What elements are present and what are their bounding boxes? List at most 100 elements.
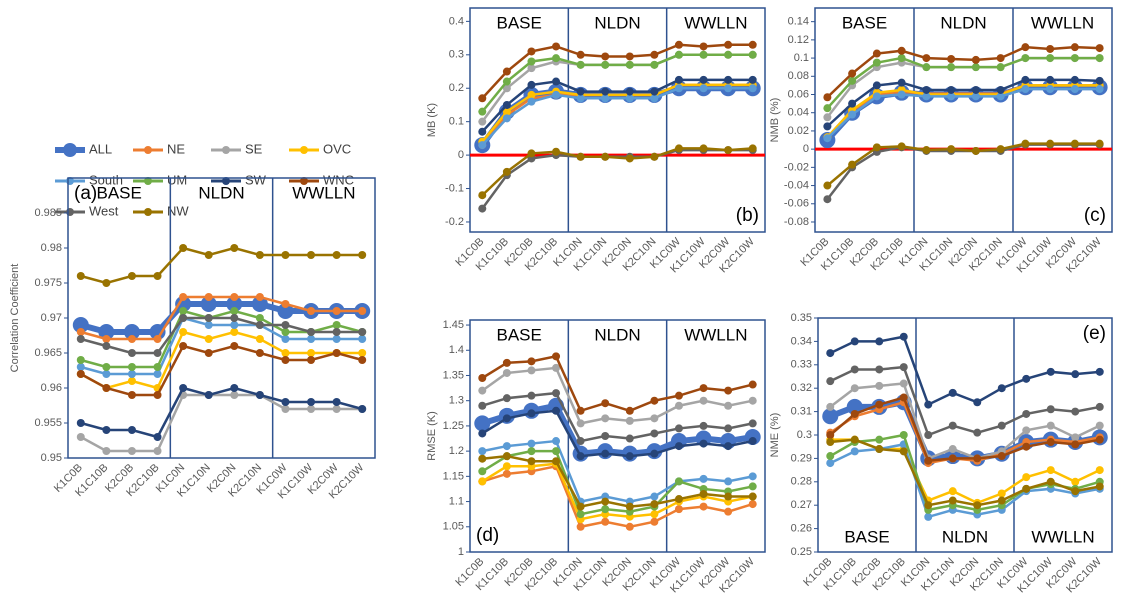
data-point (748, 482, 757, 491)
data-point (1022, 442, 1031, 451)
data-point (601, 52, 610, 61)
data-point (650, 87, 659, 96)
data-point (127, 447, 136, 455)
data-point (102, 342, 111, 350)
data-point (822, 408, 839, 425)
y-tick-label: 0.27 (791, 499, 812, 511)
data-point (76, 335, 85, 343)
data-point (478, 454, 487, 463)
data-point (625, 94, 634, 103)
data-point (127, 349, 136, 357)
data-point (601, 87, 610, 96)
data-point (748, 472, 757, 481)
data-point (748, 40, 757, 49)
data-point (1095, 139, 1104, 148)
data-point (1046, 466, 1055, 475)
data-point (527, 447, 536, 456)
data-point (502, 452, 511, 461)
data-point (527, 391, 536, 400)
y-tick-label: 1.1 (449, 495, 464, 507)
data-point (76, 419, 85, 427)
data-point (552, 147, 561, 156)
y-tick-label: 0.32 (791, 382, 812, 394)
data-point (625, 434, 634, 443)
y-tick-label: 0.25 (791, 546, 812, 558)
y-tick-label: 0.96 (41, 382, 62, 394)
data-point (948, 487, 957, 496)
data-point (997, 452, 1006, 461)
data-point (1095, 76, 1104, 85)
y-tick-label: 1.35 (443, 369, 464, 381)
data-point (724, 507, 733, 516)
series-line (481, 391, 753, 443)
data-point (1070, 75, 1079, 84)
data-point (527, 47, 536, 56)
data-point (899, 363, 908, 372)
data-point (478, 141, 487, 150)
section-label: NLDN (594, 13, 640, 32)
series-line (829, 442, 1100, 519)
data-point (997, 421, 1006, 430)
data-point (948, 454, 957, 463)
data-point (674, 505, 683, 514)
y-tick-label: 0.08 (788, 70, 809, 82)
series-line (481, 83, 753, 143)
data-point (179, 293, 188, 301)
data-point (748, 75, 757, 84)
data-point (332, 251, 341, 259)
data-point (971, 85, 980, 94)
series-line (481, 462, 753, 521)
series-line (829, 396, 1100, 463)
data-point (826, 452, 835, 461)
data-point (204, 349, 213, 357)
series-line (481, 78, 753, 133)
data-point (307, 356, 316, 364)
data-point (123, 324, 140, 340)
data-point (255, 251, 264, 259)
section-label: BASE (496, 325, 541, 344)
data-point (674, 144, 683, 153)
data-point (474, 415, 491, 432)
data-point (179, 307, 188, 315)
y-tick-label: 0.3 (797, 429, 812, 441)
data-point (358, 251, 367, 259)
data-point (307, 328, 316, 336)
section-label: WWLLN (684, 325, 747, 344)
data-point (332, 307, 341, 315)
data-point (230, 391, 239, 399)
data-point (1046, 477, 1055, 486)
data-point (502, 100, 511, 109)
data-point (875, 337, 884, 346)
series-line (829, 382, 1101, 461)
data-point (307, 398, 316, 406)
data-point (251, 296, 268, 312)
data-point (948, 445, 957, 454)
y-tick-label: 0.2 (449, 82, 464, 94)
data-point (650, 429, 659, 438)
data-point (552, 363, 561, 372)
data-point (552, 77, 561, 86)
data-point (307, 251, 316, 259)
data-point (502, 107, 511, 116)
data-point (502, 358, 511, 367)
data-point (650, 60, 659, 69)
data-point (76, 328, 85, 336)
data-point (1095, 421, 1104, 430)
section-label: WWLLN (1031, 527, 1094, 546)
series-line (80, 344, 363, 397)
data-point (502, 167, 511, 176)
legend-label: SE (245, 141, 263, 156)
data-point (850, 365, 859, 374)
data-point (699, 42, 708, 51)
data-point (307, 335, 316, 343)
legend-label: UM (167, 172, 187, 187)
data-point (1095, 54, 1104, 63)
data-point (826, 431, 835, 439)
section-label: BASE (496, 13, 541, 32)
data-point (281, 321, 290, 329)
data-point (502, 84, 511, 93)
data-point (846, 398, 863, 415)
data-point (153, 363, 162, 371)
data-point (281, 328, 290, 336)
